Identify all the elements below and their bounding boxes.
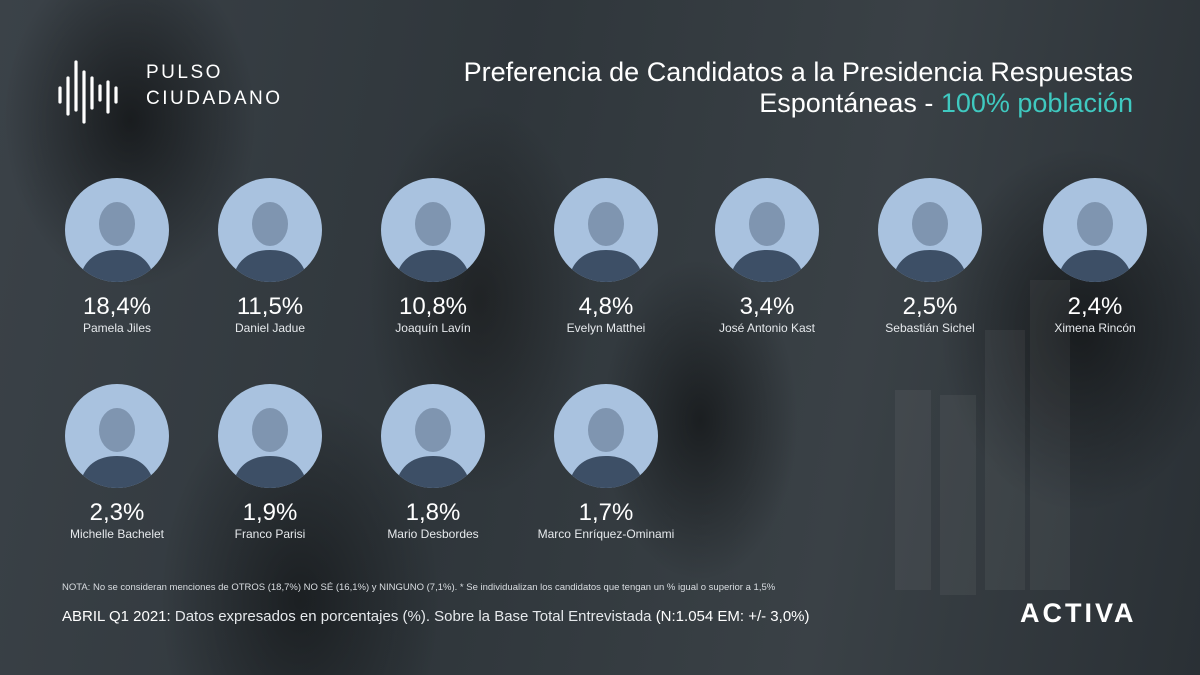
candidate-photo — [65, 178, 169, 282]
candidate-photo — [554, 384, 658, 488]
silhouette-head — [415, 202, 451, 246]
silhouette-head — [588, 408, 624, 452]
footnote: NOTA: No se consideran menciones de OTRO… — [62, 582, 776, 593]
silhouette-body — [395, 456, 471, 488]
silhouette-body — [568, 456, 644, 488]
silhouette-head — [99, 408, 135, 452]
portrait-silhouette-icon — [568, 408, 644, 488]
candidate-name: Ximena Rincón — [1054, 321, 1136, 335]
candidate-photo — [218, 178, 322, 282]
silhouette-head — [252, 408, 288, 452]
soundwave-icon — [58, 60, 118, 124]
candidate-card: 2,4% Ximena Rincón — [1015, 178, 1175, 335]
silhouette-body — [892, 250, 968, 282]
candidate-card: 18,4% Pamela Jiles — [37, 178, 197, 335]
footer-description: Datos expresados en porcentajes (%). Sob… — [174, 608, 652, 625]
silhouette-head — [252, 202, 288, 246]
portrait-silhouette-icon — [79, 408, 155, 488]
candidate-card: 2,5% Sebastián Sichel — [850, 178, 1010, 335]
candidate-percentage: 10,8% — [398, 293, 468, 320]
candidate-name: José Antonio Kast — [718, 321, 816, 335]
candidate-percentage: 1,8% — [405, 499, 461, 526]
silhouette-head — [749, 202, 785, 246]
silhouette-body — [79, 456, 155, 488]
candidate-name: Pamela Jiles — [82, 321, 152, 335]
candidate-percentage: 2,3% — [89, 499, 145, 526]
portrait-silhouette-icon — [395, 202, 471, 282]
portrait-silhouette-icon — [568, 202, 644, 282]
candidate-percentage: 3,4% — [739, 293, 795, 320]
portrait-silhouette-icon — [395, 408, 471, 488]
portrait-silhouette-icon — [729, 202, 805, 282]
title-line2-main: Espontáneas - — [759, 88, 941, 118]
title-line1: Preferencia de Candidatos a la Presidenc… — [463, 57, 1133, 87]
silhouette-body — [395, 250, 471, 282]
silhouette-head — [415, 408, 451, 452]
silhouette-body — [1057, 250, 1133, 282]
candidate-card: 1,9% Franco Parisi — [190, 384, 350, 541]
candidate-photo — [554, 178, 658, 282]
silhouette-body — [729, 250, 805, 282]
silhouette-head — [1077, 202, 1113, 246]
title-accent: 100% población — [940, 88, 1133, 118]
activa-logo: ACTIVA — [1020, 598, 1137, 628]
candidate-name: Evelyn Matthei — [566, 321, 646, 335]
candidate-name: Mario Desbordes — [387, 527, 479, 541]
candidate-photo — [381, 178, 485, 282]
logo-text-pulso: PULSO — [146, 62, 223, 83]
candidate-name: Michelle Bachelet — [69, 527, 165, 541]
candidate-percentage: 1,7% — [578, 499, 634, 526]
candidate-percentage: 1,9% — [242, 499, 298, 526]
candidate-percentage: 11,5% — [236, 293, 304, 320]
portrait-silhouette-icon — [79, 202, 155, 282]
candidate-percentage: 4,8% — [578, 293, 634, 320]
candidate-name: Daniel Jadue — [234, 321, 306, 335]
candidate-photo — [1043, 178, 1147, 282]
candidate-card: 1,7% Marco Enríquez-Ominami — [526, 384, 686, 541]
candidate-card: 1,8% Mario Desbordes — [353, 384, 513, 541]
candidate-card: 2,3% Michelle Bachelet — [37, 384, 197, 541]
silhouette-head — [588, 202, 624, 246]
candidate-card: 11,5% Daniel Jadue — [190, 178, 350, 335]
footer-period: ABRIL Q1 2021: — [62, 608, 171, 625]
candidate-photo — [878, 178, 982, 282]
candidate-card: 4,8% Evelyn Matthei — [526, 178, 686, 335]
silhouette-body — [568, 250, 644, 282]
silhouette-body — [79, 250, 155, 282]
title-line2: Espontáneas - 100% población — [433, 88, 1133, 119]
candidate-photo — [715, 178, 819, 282]
silhouette-head — [99, 202, 135, 246]
candidate-name: Joaquín Lavín — [395, 321, 471, 335]
silhouette-body — [232, 456, 308, 488]
candidate-photo — [218, 384, 322, 488]
candidate-card: 3,4% José Antonio Kast — [687, 178, 847, 335]
candidate-photo — [381, 384, 485, 488]
candidate-percentage: 2,4% — [1067, 293, 1123, 320]
candidate-photo — [65, 384, 169, 488]
silhouette-head — [912, 202, 948, 246]
footer-base: (N:1.054 EM: +/- 3,0%) — [655, 608, 810, 625]
candidate-name: Sebastián Sichel — [885, 321, 975, 335]
pulso-ciudadano-logo: PULSO CIUDADANO — [56, 52, 306, 132]
candidate-percentage: 2,5% — [902, 293, 958, 320]
portrait-silhouette-icon — [1057, 202, 1133, 282]
portrait-silhouette-icon — [232, 202, 308, 282]
portrait-silhouette-icon — [232, 408, 308, 488]
candidate-name: Franco Parisi — [234, 527, 306, 541]
candidate-name: Marco Enríquez-Ominami — [537, 527, 675, 541]
logo-text-ciudadano: CIUDADANO — [146, 88, 283, 109]
silhouette-body — [232, 250, 308, 282]
candidate-card: 10,8% Joaquín Lavín — [353, 178, 513, 335]
candidate-percentage: 18,4% — [82, 293, 152, 320]
portrait-silhouette-icon — [892, 202, 968, 282]
footer-info: ABRIL Q1 2021: Datos expresados en porce… — [62, 608, 810, 625]
page-title: Preferencia de Candidatos a la Presidenc… — [433, 57, 1133, 119]
